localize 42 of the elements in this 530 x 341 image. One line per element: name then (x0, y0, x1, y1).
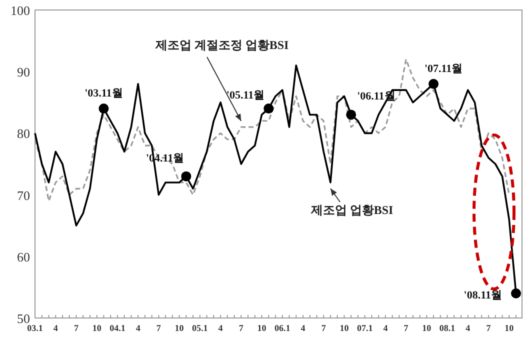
y-tick-label: 80 (17, 126, 30, 142)
x-tick-label: 4 (53, 323, 58, 333)
x-tick-label: 4 (300, 323, 306, 333)
x-tick-label: 4 (383, 323, 388, 333)
x-tick-label: 03.1 (27, 323, 44, 333)
annotation: '07.11월 (424, 62, 463, 75)
x-tick-label: 4 (218, 323, 224, 333)
x-tick-label: 7 (238, 323, 244, 333)
annotation: '05.11월 (226, 90, 265, 102)
y-tick-label: 50 (17, 311, 30, 326)
x-tick-label: 10 (92, 323, 102, 333)
x-tick-label: 10 (257, 323, 267, 333)
annotation: '03.11월 (84, 88, 123, 100)
point (181, 171, 192, 182)
x-tick-label: 07.1 (356, 323, 374, 333)
y-tick-label: 60 (17, 249, 30, 264)
point (346, 110, 356, 120)
y-tick-label: 100 (10, 3, 30, 18)
point (428, 78, 439, 89)
text: 제조업 계절조정 업황BSI (154, 38, 289, 52)
x-tick-label: 10 (174, 323, 184, 333)
x-tick-label: 7 (156, 323, 162, 333)
x-tick-label: 04.1 (110, 323, 126, 333)
point (98, 104, 109, 114)
y-tick-label: 70 (17, 188, 30, 203)
x-tick-label: 10 (504, 323, 514, 333)
point (264, 104, 274, 114)
point (511, 288, 521, 298)
x-tick-label: 06.1 (274, 323, 291, 333)
x-tick-label: 08.1 (439, 323, 456, 333)
x-tick-label: 7 (74, 323, 79, 333)
x-tick-label: 7 (321, 323, 326, 333)
y-tick-label: 90 (17, 64, 30, 80)
x-tick-label: 4 (466, 323, 471, 333)
x-tick-label: 10 (422, 323, 432, 333)
x-tick-label: 7 (404, 323, 409, 333)
x-tick-label: 05.1 (192, 323, 208, 333)
x-tick-label: 7 (486, 323, 492, 333)
annotation: '08.11월 (464, 289, 502, 302)
x-tick-label: 4 (136, 323, 141, 333)
x-tick-label: 10 (340, 323, 350, 333)
text: 제조업 업황BSI (310, 203, 394, 217)
